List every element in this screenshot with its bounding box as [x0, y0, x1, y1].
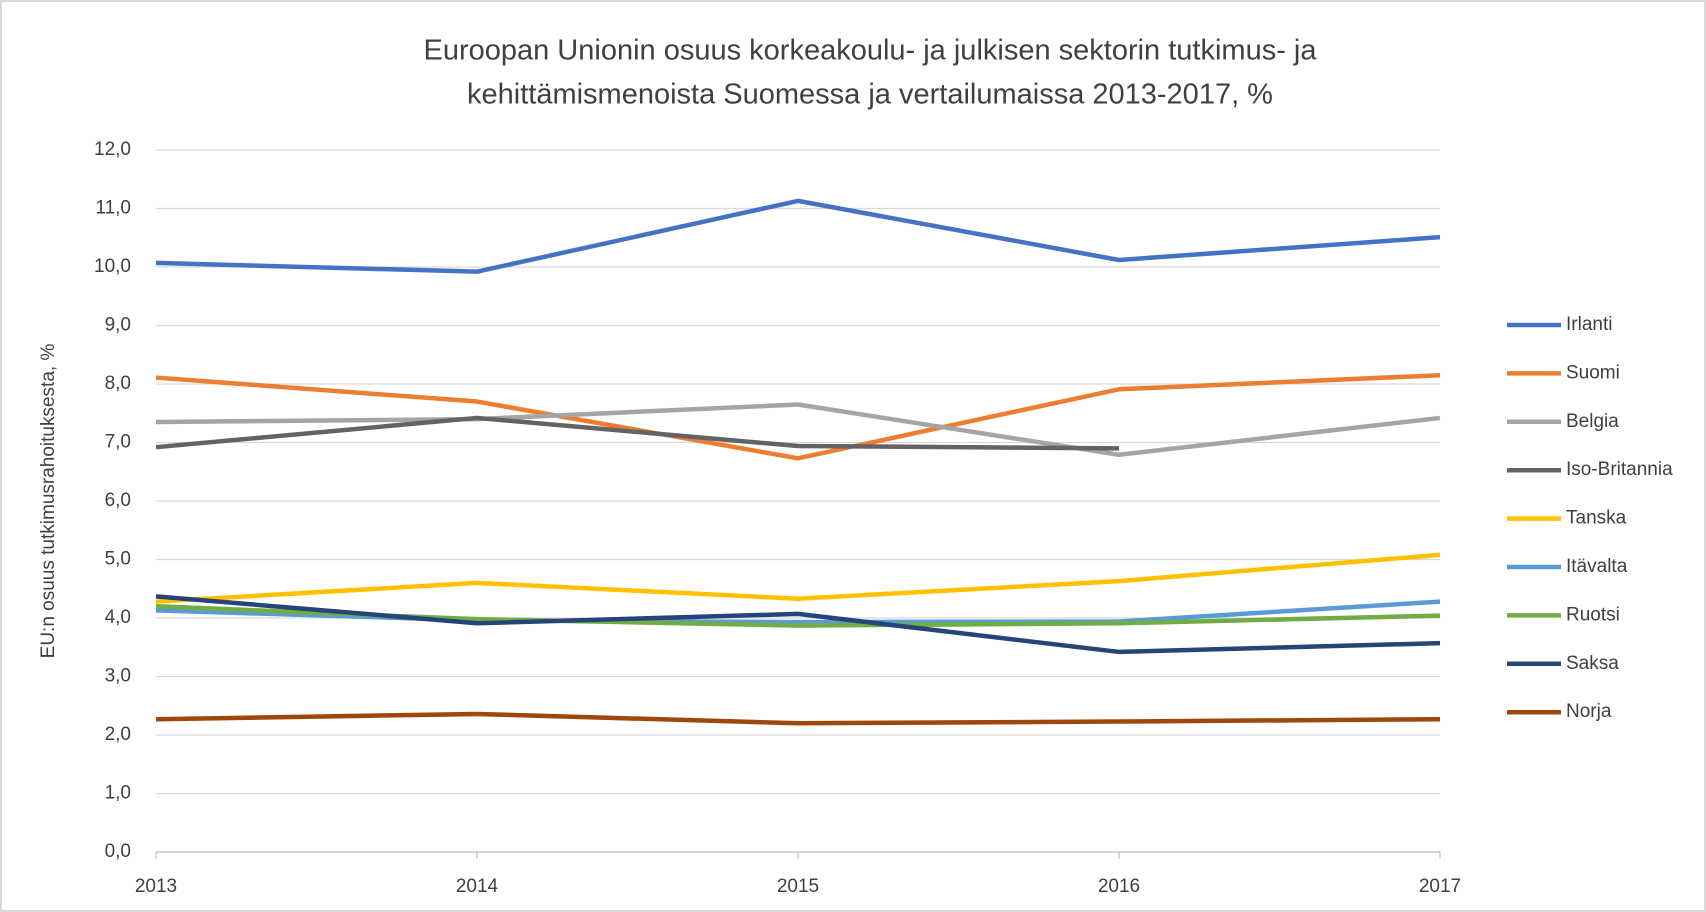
legend-label: Belgia — [1566, 411, 1619, 432]
x-tick-label: 2013 — [135, 876, 177, 897]
y-tick-label: 12,0 — [94, 139, 131, 160]
x-tick-label: 2014 — [456, 876, 499, 897]
y-tick-label: 2,0 — [105, 724, 131, 745]
legend-label: Saksa — [1566, 653, 1619, 674]
y-tick-label: 1,0 — [105, 783, 131, 804]
y-tick-label: 0,0 — [105, 841, 131, 862]
y-tick-label: 3,0 — [105, 666, 131, 687]
chart-title: kehittämismenoista Suomessa ja vertailum… — [467, 79, 1273, 111]
x-tick-label: 2015 — [777, 876, 819, 897]
series-line — [155, 594, 1441, 655]
y-tick-label: 9,0 — [105, 315, 131, 336]
series-line — [155, 402, 1441, 458]
x-tick-label: 2016 — [1098, 876, 1140, 897]
y-tick-label: 10,0 — [94, 256, 131, 277]
legend-label: Iso-Britannia — [1566, 459, 1673, 480]
series-line — [155, 415, 1120, 451]
chart-title: Euroopan Unionin osuus korkeakoulu- ja j… — [423, 35, 1317, 67]
series-line — [155, 552, 1441, 604]
y-tick-label: 6,0 — [105, 490, 131, 511]
legend-label: Itävalta — [1566, 556, 1628, 577]
legend-label: Irlanti — [1566, 314, 1612, 335]
legend-label: Norja — [1566, 701, 1612, 722]
y-tick-label: 4,0 — [105, 607, 131, 628]
series-line — [155, 711, 1441, 726]
series-line — [155, 372, 1441, 461]
x-tick-label: 2017 — [1419, 876, 1461, 897]
y-tick-label: 11,0 — [95, 198, 131, 219]
legend-label: Suomi — [1566, 362, 1620, 383]
y-tick-label: 7,0 — [105, 432, 131, 453]
y-tick-label: 5,0 — [105, 549, 131, 570]
legend-label: Ruotsi — [1566, 604, 1620, 625]
y-axis-label: EU:n osuus tutkimusrahoituksesta, % — [38, 344, 59, 659]
legend-label: Tanska — [1566, 508, 1627, 529]
y-tick-label: 8,0 — [105, 373, 131, 394]
series-line — [155, 198, 1441, 274]
